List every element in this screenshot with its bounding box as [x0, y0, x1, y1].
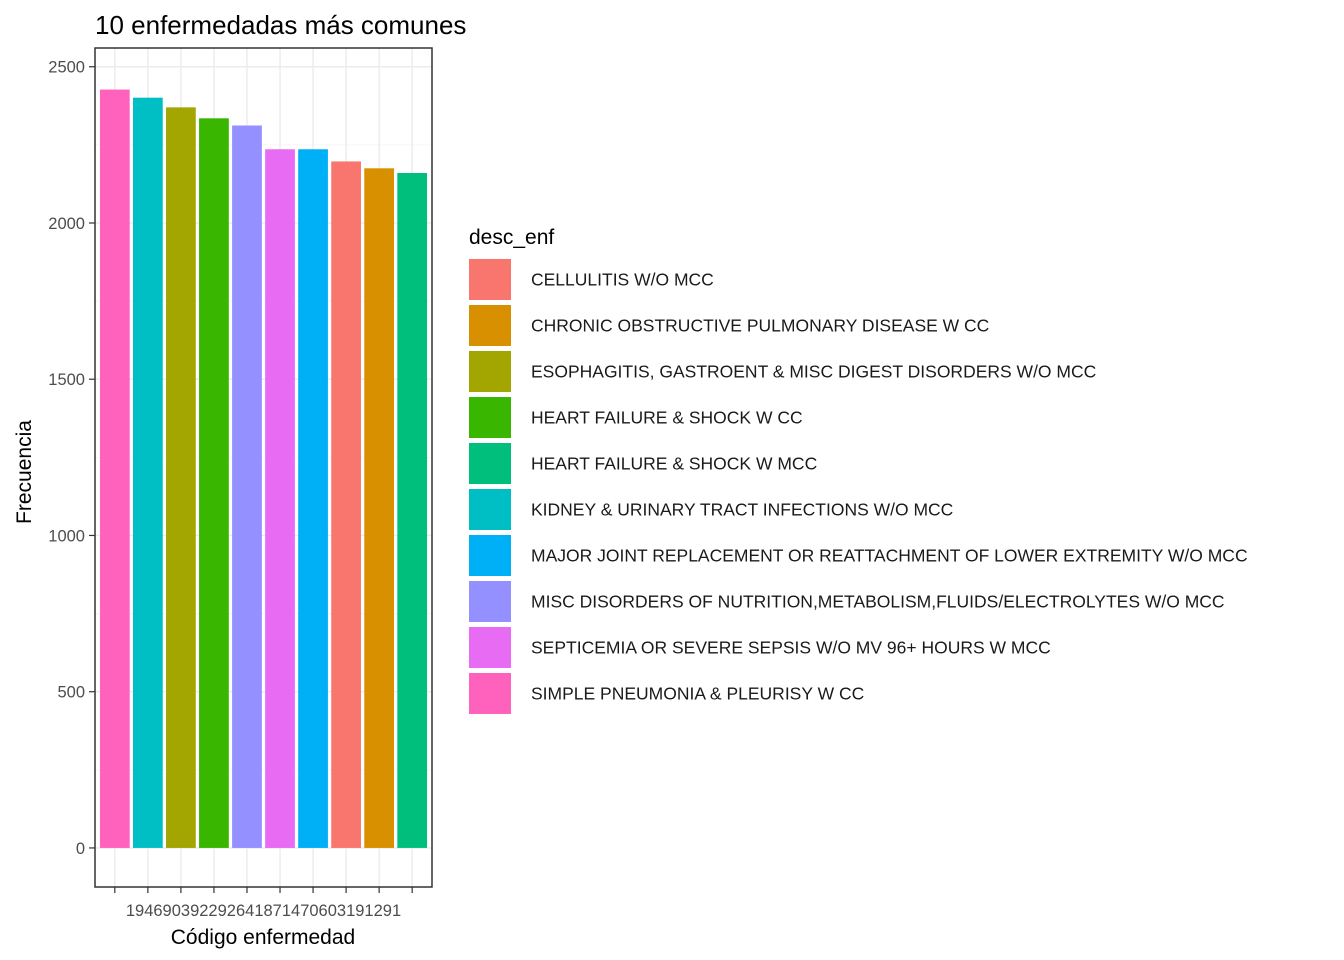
bar [199, 118, 229, 848]
legend-label: SIMPLE PNEUMONIA & PLEURISY W CC [531, 684, 864, 704]
legend-key [469, 259, 511, 300]
legend-label: ESOPHAGITIS, GASTROENT & MISC DIGEST DIS… [531, 362, 1096, 382]
legend-key [469, 627, 511, 668]
legend-key [469, 489, 511, 530]
chart-title: 10 enfermedadas más comunes [95, 10, 466, 40]
legend-title: desc_enf [469, 226, 554, 249]
legend-key [469, 581, 511, 622]
legend-key [469, 673, 511, 714]
legend-label: CELLULITIS W/O MCC [531, 270, 714, 290]
x-axis-title: Código enfermedad [171, 926, 355, 949]
legend-label: MAJOR JOINT REPLACEMENT OR REATTACHMENT … [531, 546, 1248, 566]
legend-label: HEART FAILURE & SHOCK W MCC [531, 454, 817, 474]
legend-key [469, 305, 511, 346]
y-tick-label: 2500 [48, 59, 85, 77]
legend-key [469, 535, 511, 576]
legend-key [469, 443, 511, 484]
panel-border [94, 47, 433, 888]
y-axis-title: Frecuencia [13, 420, 36, 524]
bar [166, 107, 196, 848]
bar [99, 89, 130, 848]
bar [298, 149, 328, 848]
y-tick-label: 1000 [48, 527, 85, 545]
y-tick-label: 2000 [48, 215, 85, 233]
y-axis: 0 500 1000 1500 2000 2500 [48, 59, 95, 858]
x-axis: 194690392292641871470603191291 [114, 887, 413, 920]
bar [331, 161, 361, 848]
legend-key [469, 351, 511, 392]
y-tick-label: 500 [57, 684, 85, 702]
bar [132, 97, 163, 848]
y-tick-label: 1500 [48, 371, 85, 389]
plot-panel [94, 47, 433, 888]
legend-label: KIDNEY & URINARY TRACT INFECTIONS W/O MC… [531, 500, 953, 520]
legend-label: HEART FAILURE & SHOCK W CC [531, 408, 803, 428]
x-tick-label: 194690392292641871470603191291 [126, 902, 401, 920]
bar [364, 168, 395, 848]
bar [397, 172, 428, 848]
legend: desc_enf CELLULITIS W/O MCC CHRONIC OBSTR… [469, 226, 1248, 714]
bar [232, 125, 262, 848]
bar [265, 149, 295, 848]
legend-key [469, 397, 511, 438]
legend-label: CHRONIC OBSTRUCTIVE PULMONARY DISEASE W … [531, 316, 989, 336]
legend-label: SEPTICEMIA OR SEVERE SEPSIS W/O MV 96+ H… [531, 638, 1051, 658]
y-tick-label: 0 [76, 840, 85, 858]
legend-label: MISC DISORDERS OF NUTRITION,METABOLISM,F… [531, 592, 1225, 612]
